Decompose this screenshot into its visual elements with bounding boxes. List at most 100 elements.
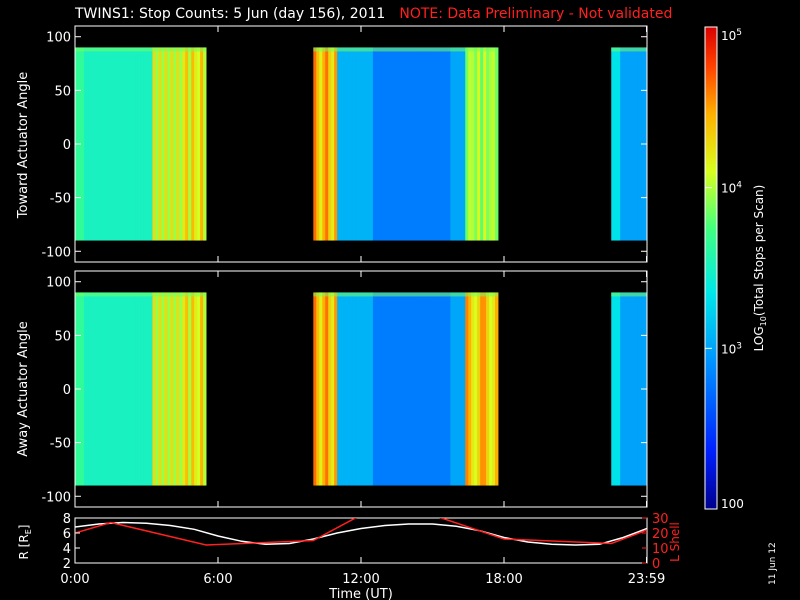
spectrogram-column xyxy=(188,47,192,241)
toward-y-label: Toward Actuator Angle xyxy=(16,72,31,219)
orbit-lines xyxy=(75,518,647,546)
spectrogram-column xyxy=(98,292,103,486)
spectrogram-column xyxy=(617,47,621,241)
away-spectrogram xyxy=(75,292,648,486)
spectrogram-column xyxy=(155,292,159,486)
spectrogram-column xyxy=(119,47,124,241)
spectrogram-column xyxy=(92,292,97,486)
y-tick-label: 0 xyxy=(63,138,71,153)
spectrogram-column xyxy=(134,292,138,486)
spectrogram-column xyxy=(438,47,442,241)
spectrogram-column xyxy=(456,292,460,486)
away-y-label: Away Actuator Angle xyxy=(16,321,31,456)
spectrogram-column xyxy=(164,47,168,241)
spectrogram-column xyxy=(343,292,347,486)
spectrogram-column xyxy=(429,47,433,241)
spectrogram-column xyxy=(131,47,135,241)
y-tick-label: 50 xyxy=(54,84,71,99)
toward-y-axis: 100 50 0 -50 -100 xyxy=(41,31,647,260)
spectrogram-column xyxy=(474,47,478,241)
spectrogram-column xyxy=(614,47,618,241)
spectrogram-column xyxy=(107,292,112,486)
spectrogram-column xyxy=(393,47,398,241)
time-tick-label: 12:00 xyxy=(342,572,379,587)
spectrogram-column xyxy=(435,47,439,241)
spectrogram-column xyxy=(125,47,130,241)
spectrogram-column xyxy=(107,47,112,241)
spectrogram-column xyxy=(387,47,392,241)
spectrogram-column xyxy=(632,292,636,486)
spectrogram-column xyxy=(110,47,115,241)
spectrogram-column xyxy=(384,292,389,486)
colorbar-tick-exponent: 4 xyxy=(736,181,742,191)
spectrogram-column xyxy=(313,47,317,241)
spectrogram-column xyxy=(185,47,189,241)
spectrogram-column xyxy=(465,47,469,241)
spectrogram-column xyxy=(456,47,460,241)
spectrogram-column xyxy=(322,292,326,486)
spectrogram-column xyxy=(396,47,401,241)
spectrogram-column xyxy=(372,292,377,486)
spectrogram-column xyxy=(638,292,642,486)
spectrogram-column xyxy=(313,292,317,486)
spectrogram-column xyxy=(143,47,147,241)
spectrogram-column xyxy=(131,292,135,486)
spectrogram-column xyxy=(486,47,490,241)
spectrogram-column xyxy=(414,47,419,241)
spectrogram-column xyxy=(173,47,177,241)
spectrogram-column xyxy=(462,47,466,241)
spectrogram-column xyxy=(638,47,642,241)
spectrogram-column xyxy=(152,47,156,241)
spectrogram-column xyxy=(89,292,94,486)
spectrogram-column xyxy=(459,47,463,241)
spectrogram-column xyxy=(128,292,133,486)
colorbar-tick-base: 10 xyxy=(721,29,736,43)
spectrogram-column xyxy=(623,292,627,486)
away-angle-panel: 100 50 0 -50 -100 Away Actuator Angle xyxy=(16,270,648,508)
spectrogram-column xyxy=(149,47,153,241)
spectrogram-column xyxy=(489,47,493,241)
spectrogram-column xyxy=(116,292,121,486)
spectrogram-column xyxy=(378,47,383,241)
spectrogram-column xyxy=(358,47,362,241)
spectrogram-column xyxy=(444,47,448,241)
spectrogram-column xyxy=(128,47,133,241)
spectrogram-column xyxy=(334,47,338,241)
spectrogram-column xyxy=(152,292,156,486)
spectrogram-column xyxy=(191,292,195,486)
spectrogram-column xyxy=(167,47,171,241)
preliminary-note: NOTE: Data Preliminary - Not validated xyxy=(399,6,673,22)
colorbar-tick-label: 103 xyxy=(721,341,742,356)
toward-spectrogram xyxy=(75,47,648,241)
spectrogram-column xyxy=(80,47,85,241)
spectrogram-column xyxy=(366,47,371,241)
colorbar-tick-label: 104 xyxy=(721,181,742,196)
spectrogram-column xyxy=(471,292,475,486)
spectrogram-column xyxy=(444,292,448,486)
title-text: TWINS1: Stop Counts: 5 Jun (day 156), 20… xyxy=(75,6,386,22)
spectrogram-column xyxy=(402,292,407,486)
spectrogram-edge-row xyxy=(75,47,207,52)
spectrogram-column xyxy=(113,47,118,241)
spectrogram-edge-row xyxy=(611,47,647,52)
colorbar-tick-base: 10 xyxy=(721,182,736,196)
spectrogram-column xyxy=(438,292,442,486)
spectrogram-column xyxy=(197,47,201,241)
spectrogram-column xyxy=(363,292,368,486)
y-tick-label: 50 xyxy=(54,329,71,344)
spectrogram-column xyxy=(632,47,636,241)
spectrogram-column xyxy=(483,47,487,241)
y-tick-label: -100 xyxy=(41,490,71,505)
spectrogram-column xyxy=(408,292,413,486)
spectrogram-column xyxy=(495,47,499,241)
spectrogram-column xyxy=(620,47,624,241)
spectrogram-column xyxy=(325,292,329,486)
spectrogram-column xyxy=(635,47,639,241)
spectrogram-column xyxy=(322,47,326,241)
r-tick-label: 8 xyxy=(63,512,71,527)
r-axis-label-main: R [R xyxy=(17,534,31,559)
spectrogram-column xyxy=(468,47,472,241)
spectrogram-column xyxy=(352,47,356,241)
